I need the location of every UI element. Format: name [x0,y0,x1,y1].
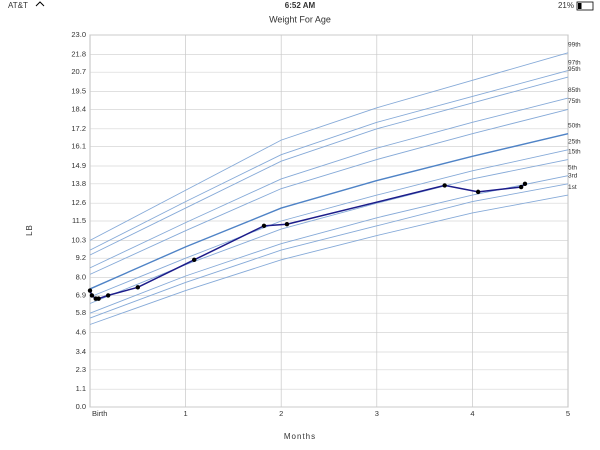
x-tick-label: 1 [184,409,188,418]
x-axis-label: Months [284,432,316,441]
carrier: AT&T [8,1,28,10]
percentile-label: 15th [568,148,581,155]
percentile-line [89,97,569,269]
patient-point [522,181,528,186]
y-tick-label: 20.7 [71,67,86,76]
percentile-label: 95th [568,66,581,73]
y-tick-label: 8.0 [76,273,86,282]
x-tick-label: 5 [566,409,570,418]
y-tick-label: 12.6 [71,198,86,207]
y-tick-label: 2.3 [76,365,86,374]
percentile-label: 50th [568,122,581,129]
patient-point [89,293,95,298]
percentile-line [89,52,569,241]
percentile-label: 97th [568,59,581,66]
percentile-line [89,183,569,319]
percentile-label: 25th [568,139,581,146]
y-tick-label: 6.9 [76,290,86,299]
percentile-line [89,175,569,314]
patient-point [518,184,524,190]
patient-point [105,293,111,298]
percentile-line [89,149,569,298]
y-tick-label: 10.3 [71,235,86,244]
percentile-label: 3rd [568,173,578,180]
x-tick-label: 2 [279,409,283,418]
wifi-icon [35,1,45,7]
patient-point [96,296,101,301]
y-tick-label: 0.0 [76,402,86,411]
y-tick-label: 4.6 [76,328,86,337]
y-axis-label: LB [25,224,34,236]
y-tick-label: 1.1 [76,384,86,393]
patient-point [442,183,447,188]
x-tick-label: Birth [92,409,107,418]
percentile-line [89,76,569,256]
y-tick-label: 13.8 [71,179,86,188]
percentile-label: 5th [568,164,577,171]
percentile-label: 99th [568,42,581,49]
y-tick-label: 5.8 [76,308,86,317]
patient-point [87,288,93,293]
y-tick-label: 11.5 [72,216,86,225]
patient-point [475,189,481,195]
plot-area: 0.0 1.1 2.3 3.4 4.6 5.8 6.9 8.0 9.2 10.3 11.5 12.6 1… [71,30,581,418]
y-tick-label: 17.2 [71,124,86,133]
chart-title: Weight For Age [269,14,331,24]
x-tick-label: 4 [470,409,474,418]
patient-point [135,285,140,290]
clock: 6:52 AM [285,1,316,10]
percentile-line [89,132,569,290]
percentile-line [89,194,569,325]
percentile-label: 85th [568,87,581,94]
y-tick-label: 16.1 [71,142,86,151]
percentile-label: 75th [568,98,581,105]
x-tick-label: 3 [375,409,379,418]
battery-percent: 21% [558,1,574,10]
y-tick-label: 21.8 [71,49,86,58]
battery-icon [576,1,594,11]
percentile-line [89,70,569,251]
y-tick-label: 19.5 [71,87,86,96]
percentile-line [89,108,569,275]
patient-point [284,222,290,227]
y-tick-label: 14.9 [71,161,86,170]
y-tick-label: 18.4 [71,104,86,113]
y-tick-label: 9.2 [76,253,86,262]
y-tick-label: 3.4 [76,347,86,356]
percentile-label: 1st [568,184,577,191]
patient-point [192,257,197,263]
battery-level [578,3,582,9]
patient-point [261,223,267,229]
percentile-line [89,159,569,304]
y-tick-label: 23.0 [71,30,86,39]
